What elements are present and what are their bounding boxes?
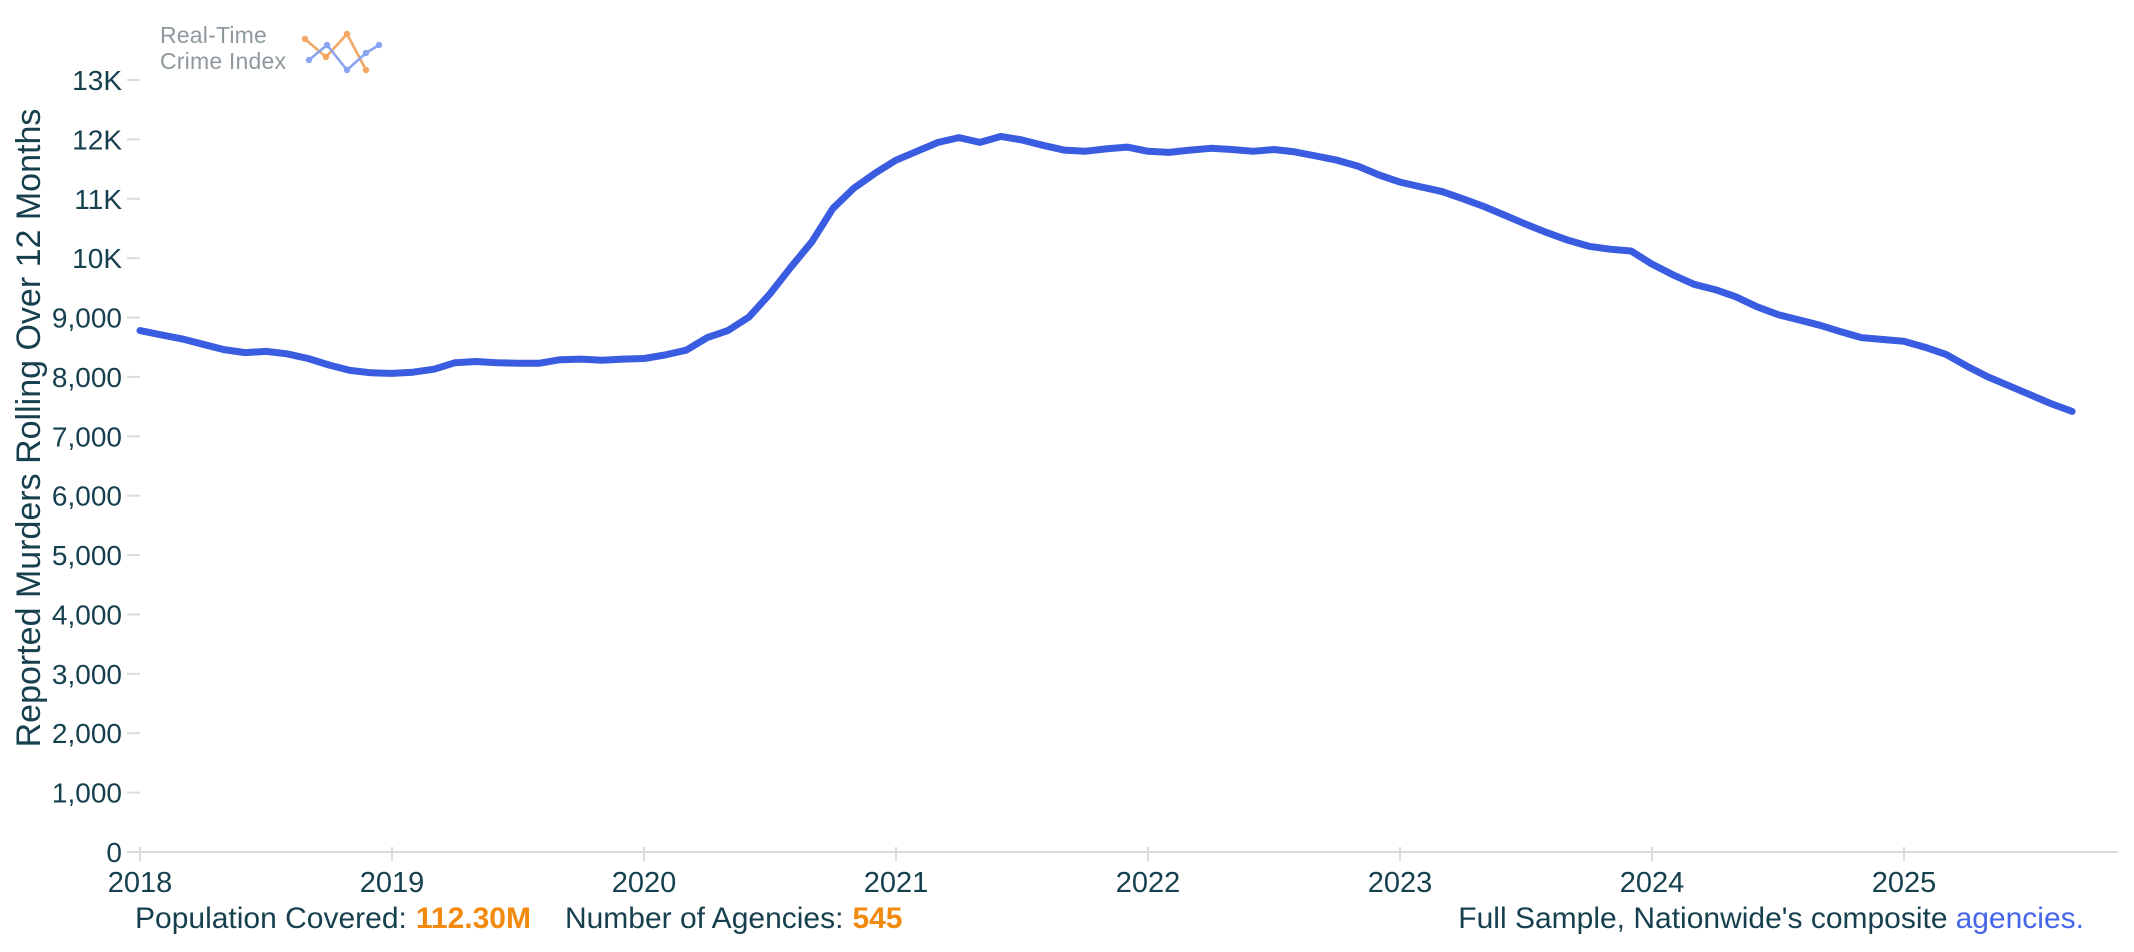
population-covered-label: Population Covered: <box>135 902 407 935</box>
rtci-logo-text: Real-Time Crime Index <box>160 22 286 74</box>
rtci-logo: Real-Time Crime Index <box>160 22 384 76</box>
number-of-agencies-label: Number of Agencies: <box>564 902 844 935</box>
y-tick-label: 7,000 <box>52 421 122 452</box>
x-tick-label: 2022 <box>1116 867 1181 899</box>
y-tick-label: 11K <box>74 184 122 215</box>
x-tick-label: 2021 <box>864 867 929 899</box>
footer-annotations: Population Covered: 112.30M Number of Agen… <box>135 901 2084 937</box>
footer-left: Population Covered: 112.30M Number of Agen… <box>135 901 903 937</box>
x-tick-label: 2025 <box>1872 867 1937 899</box>
population-covered-value: 112.30M <box>415 902 531 935</box>
y-tick-label: 8,000 <box>52 362 122 393</box>
logo-line2: Crime Index <box>160 48 287 74</box>
logo-line1: Real-Time <box>160 22 268 48</box>
y-tick-label: 13K <box>72 65 122 96</box>
y-tick-label: 1,000 <box>52 778 122 809</box>
y-tick-label: 3,000 <box>52 659 122 690</box>
number-of-agencies-value: 545 <box>852 902 903 935</box>
y-tick-label: 5,000 <box>52 540 122 571</box>
agencies-link[interactable]: agencies. <box>1955 902 2084 935</box>
x-tick-label: 2023 <box>1368 867 1433 899</box>
x-tick-label: 2018 <box>108 867 173 899</box>
y-tick-label: 0 <box>106 837 122 868</box>
murders-line <box>136 132 2076 415</box>
y-tick-label: 12K <box>72 124 122 155</box>
y-tick-label: 9,000 <box>52 303 122 334</box>
y-tick-label: 4,000 <box>52 599 122 630</box>
footer-right: Full Sample, Nationwide's composite agenc… <box>1458 901 2084 937</box>
x-tick-label: 2019 <box>360 867 425 899</box>
sample-description: Full Sample, Nationwide's composite <box>1458 902 1948 935</box>
x-tick-label: 2024 <box>1620 867 1685 899</box>
x-tick-label: 2020 <box>612 867 677 899</box>
y-tick-label: 6,000 <box>52 481 122 512</box>
y-tick-label: 10K <box>72 243 122 274</box>
y-tick-label: 2,000 <box>52 718 122 749</box>
rtci-logo-icon <box>301 30 383 74</box>
